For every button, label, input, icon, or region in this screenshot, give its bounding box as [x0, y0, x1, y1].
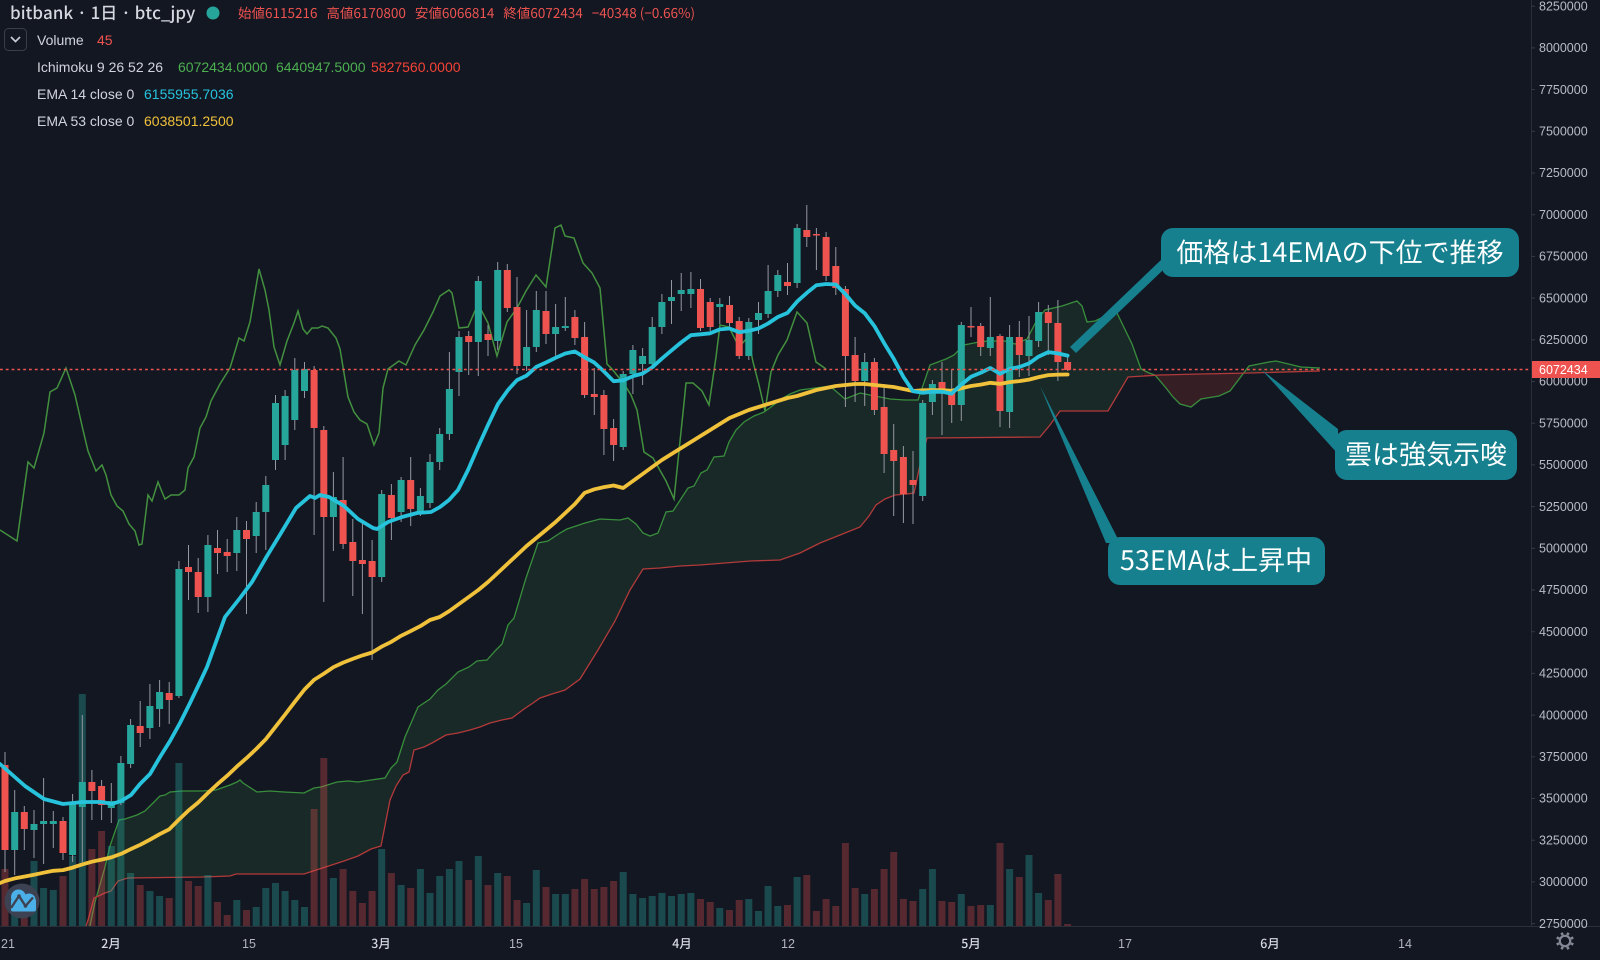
svg-text:2750000: 2750000 [1539, 917, 1588, 931]
svg-text:8250000: 8250000 [1539, 0, 1588, 13]
svg-text:EMA 14 close 0: EMA 14 close 0 [37, 86, 134, 102]
svg-text:5500000: 5500000 [1539, 458, 1588, 472]
svg-text:4750000: 4750000 [1539, 583, 1588, 597]
svg-text:5827560.0000: 5827560.0000 [371, 59, 461, 75]
svg-text:7000000: 7000000 [1539, 208, 1588, 222]
svg-text:4500000: 4500000 [1539, 625, 1588, 639]
svg-text:15: 15 [509, 937, 523, 951]
svg-text:6072434: 6072434 [1539, 363, 1588, 377]
svg-text:3500000: 3500000 [1539, 792, 1588, 806]
svg-text:4250000: 4250000 [1539, 667, 1588, 681]
svg-text:6072434.0000: 6072434.0000 [178, 59, 268, 75]
svg-text:6500000: 6500000 [1539, 291, 1588, 305]
svg-text:14: 14 [1398, 937, 1412, 951]
svg-text:6155955.7036: 6155955.7036 [144, 86, 234, 102]
svg-text:45: 45 [97, 32, 113, 48]
svg-text:5750000: 5750000 [1539, 416, 1588, 430]
svg-text:7250000: 7250000 [1539, 166, 1588, 180]
svg-text:3000000: 3000000 [1539, 875, 1588, 889]
svg-text:3250000: 3250000 [1539, 833, 1588, 847]
svg-text:12: 12 [781, 937, 795, 951]
svg-text:15: 15 [242, 937, 256, 951]
svg-text:6440947.5000: 6440947.5000 [276, 59, 366, 75]
svg-text:6000000: 6000000 [1539, 375, 1588, 389]
svg-text:17: 17 [1118, 937, 1132, 951]
svg-text:6250000: 6250000 [1539, 333, 1588, 347]
svg-text:3750000: 3750000 [1539, 750, 1588, 764]
svg-text:4000000: 4000000 [1539, 708, 1588, 722]
svg-text:5250000: 5250000 [1539, 500, 1588, 514]
svg-text:7500000: 7500000 [1539, 125, 1588, 139]
svg-text:6038501.2500: 6038501.2500 [144, 113, 234, 129]
svg-text:7750000: 7750000 [1539, 83, 1588, 97]
svg-text:5000000: 5000000 [1539, 542, 1588, 556]
svg-text:21: 21 [1, 937, 15, 951]
svg-text:6750000: 6750000 [1539, 250, 1588, 264]
svg-text:Volume: Volume [37, 32, 84, 48]
svg-text:Ichimoku 9 26 52 26: Ichimoku 9 26 52 26 [37, 59, 163, 75]
svg-text:EMA 53 close 0: EMA 53 close 0 [37, 113, 134, 129]
svg-text:8000000: 8000000 [1539, 41, 1588, 55]
